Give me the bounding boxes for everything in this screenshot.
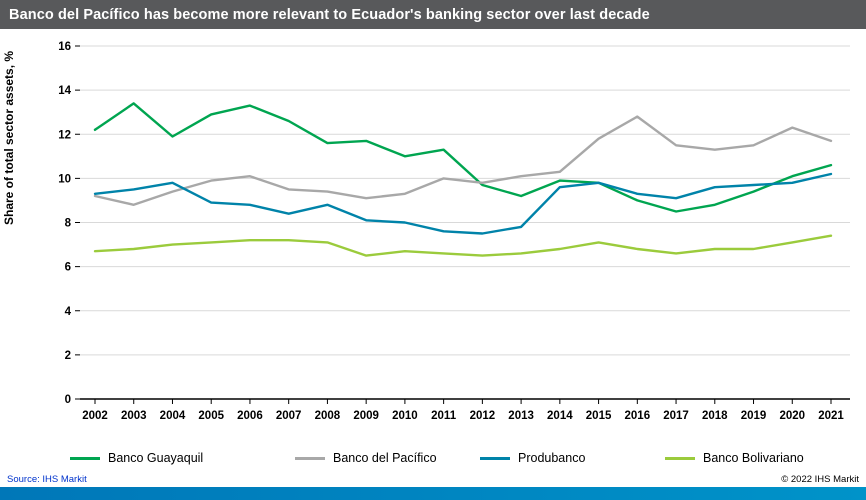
line-chart: 0 2 4 6 8 10 12 14 16 2002 2003 2004 2005 2006 2007 200… <box>58 41 850 422</box>
y-tick-label: 2 <box>65 350 71 362</box>
legend-label: Banco Guayaquil <box>108 451 204 465</box>
x-tick-label: 2015 <box>586 410 612 422</box>
x-tick-label: 2018 <box>702 410 728 422</box>
series-line-banco-guayaquil <box>93 102 833 213</box>
legend-item-banco-del-pac-fico: Banco del Pacífico <box>295 451 480 465</box>
legend-item-produbanco: Produbanco <box>480 451 665 465</box>
legend-label: Produbanco <box>518 451 586 465</box>
footer-accent-bar <box>0 487 866 500</box>
x-tick-label: 2020 <box>779 410 805 422</box>
x-tick-label: 2009 <box>353 410 379 422</box>
y-tick-label: 16 <box>58 41 71 53</box>
x-tick-label: 2016 <box>625 410 651 422</box>
chart-title: Banco del Pacífico has become more relev… <box>9 6 650 23</box>
footer-row: Source: IHS Markit © 2022 IHS Markit <box>0 471 866 487</box>
x-tick-label: 2019 <box>741 410 767 422</box>
x-tick-label: 2007 <box>276 410 302 422</box>
legend-swatch <box>665 456 695 460</box>
legend-swatch <box>480 456 510 460</box>
x-tick-label: 2010 <box>392 410 418 422</box>
y-tick-label: 14 <box>58 85 71 97</box>
series-line-banco-bolivariano <box>93 234 833 257</box>
legend-item-banco-bolivariano: Banco Bolivariano <box>665 451 850 465</box>
y-tick-label: 12 <box>58 129 71 141</box>
x-tick-label: 2003 <box>121 410 147 422</box>
legend-swatch <box>295 456 325 460</box>
series-line-banco-del-pac-fico <box>93 115 833 207</box>
y-tick-label: 8 <box>65 218 72 230</box>
legend-item-banco-guayaquil: Banco Guayaquil <box>70 451 295 465</box>
x-tick-label: 2008 <box>315 410 341 422</box>
x-tick-label: 2021 <box>818 410 844 422</box>
x-tick-label: 2013 <box>508 410 534 422</box>
y-tick-label: 4 <box>65 306 72 318</box>
x-tick-label: 2014 <box>547 410 573 422</box>
x-tick-label: 2017 <box>663 410 689 422</box>
x-tick-label: 2004 <box>160 410 186 422</box>
header-bar: Banco del Pacífico has become more relev… <box>0 0 866 29</box>
source-text: Source: IHS Markit <box>7 473 87 485</box>
chart-legend: Banco Guayaquil Banco del Pacífico Produba… <box>70 447 850 469</box>
y-tick-label: 6 <box>65 262 71 274</box>
legend-swatch <box>70 456 100 460</box>
x-tick-label: 2005 <box>198 410 224 422</box>
legend-label: Banco Bolivariano <box>703 451 804 465</box>
y-tick-label: 0 <box>65 394 71 406</box>
x-tick-label: 2012 <box>470 410 496 422</box>
x-tick-label: 2006 <box>237 410 263 422</box>
copyright-text: © 2022 IHS Markit <box>781 473 859 485</box>
series-line-produbanco <box>93 172 833 235</box>
legend-label: Banco del Pacífico <box>333 451 437 465</box>
x-tick-label: 2002 <box>82 410 108 422</box>
y-tick-label: 10 <box>58 173 71 185</box>
x-tick-label: 2011 <box>431 410 457 422</box>
